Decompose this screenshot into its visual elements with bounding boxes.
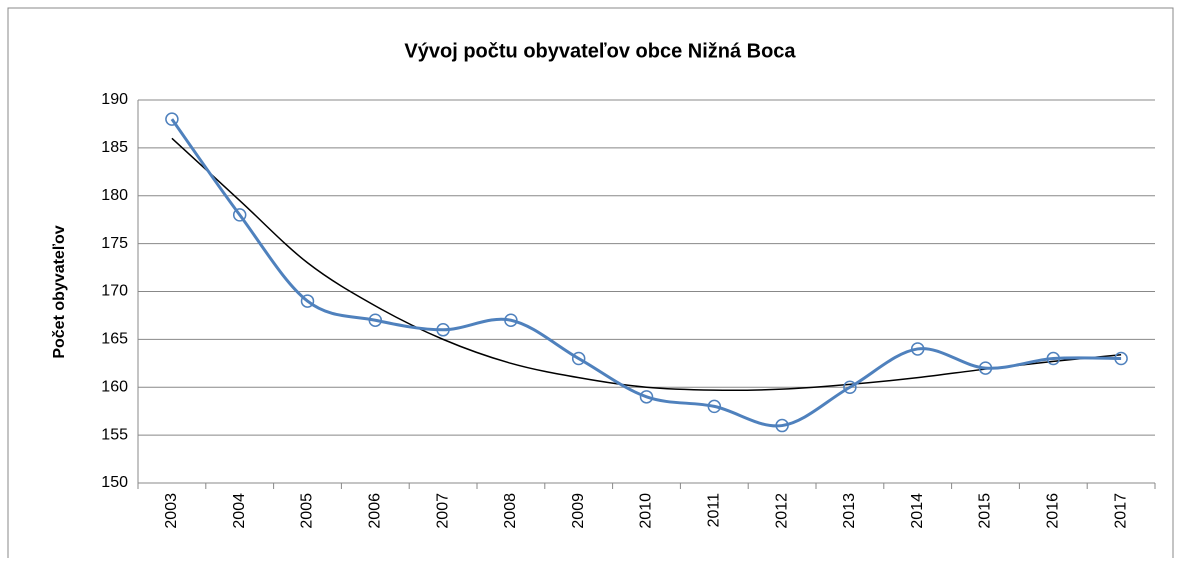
x-tick-label: 2013 (841, 493, 858, 529)
x-tick-label: 2012 (773, 493, 790, 529)
x-tick-label: 2004 (231, 493, 248, 529)
marker (232, 208, 247, 222)
trend-line (171, 137, 1122, 391)
x-tick-label: 2016 (1045, 493, 1062, 529)
marker (436, 323, 450, 337)
y-tick-label: 190 (101, 91, 128, 108)
marker (639, 390, 654, 404)
x-tick-label: 2006 (367, 493, 384, 529)
x-tick-label: 2010 (638, 493, 655, 529)
marker (978, 361, 993, 375)
x-tick-label: 2008 (502, 493, 519, 529)
marker (843, 380, 857, 394)
x-tick-label: 2003 (163, 493, 180, 529)
y-tick-label: 170 (101, 283, 128, 300)
y-tick-label: 175 (101, 235, 128, 252)
chart-border (7, 7, 1174, 561)
chart-title: Vývoj počtu obyvateľov obce Nižná Boca (404, 40, 796, 62)
y-tick-label: 165 (101, 331, 128, 348)
x-tick-label: 2011 (706, 493, 723, 528)
y-tick-label: 160 (101, 378, 128, 395)
marker (300, 294, 315, 308)
y-axis-label: Počet obyvateľov (51, 225, 68, 358)
marker (1046, 351, 1061, 366)
marker (775, 418, 789, 433)
x-tick-label: 2015 (977, 493, 994, 529)
marker (571, 351, 586, 366)
x-tick-label: 2007 (434, 493, 451, 529)
x-tick-label: 2009 (570, 493, 587, 529)
y-tick-label: 180 (101, 187, 128, 204)
marker (910, 342, 925, 356)
y-tick-label: 150 (101, 474, 128, 491)
y-tick-label: 155 (101, 426, 128, 443)
y-tick-label: 185 (101, 139, 128, 156)
marker (368, 313, 383, 327)
marker (1114, 351, 1128, 366)
x-tick-label: 2017 (1112, 493, 1129, 529)
marker (504, 313, 518, 327)
marker (165, 112, 179, 126)
marker (707, 399, 722, 414)
data-line (170, 118, 1122, 428)
x-tick-label: 2005 (299, 493, 316, 529)
x-tick-label: 2014 (909, 493, 926, 529)
